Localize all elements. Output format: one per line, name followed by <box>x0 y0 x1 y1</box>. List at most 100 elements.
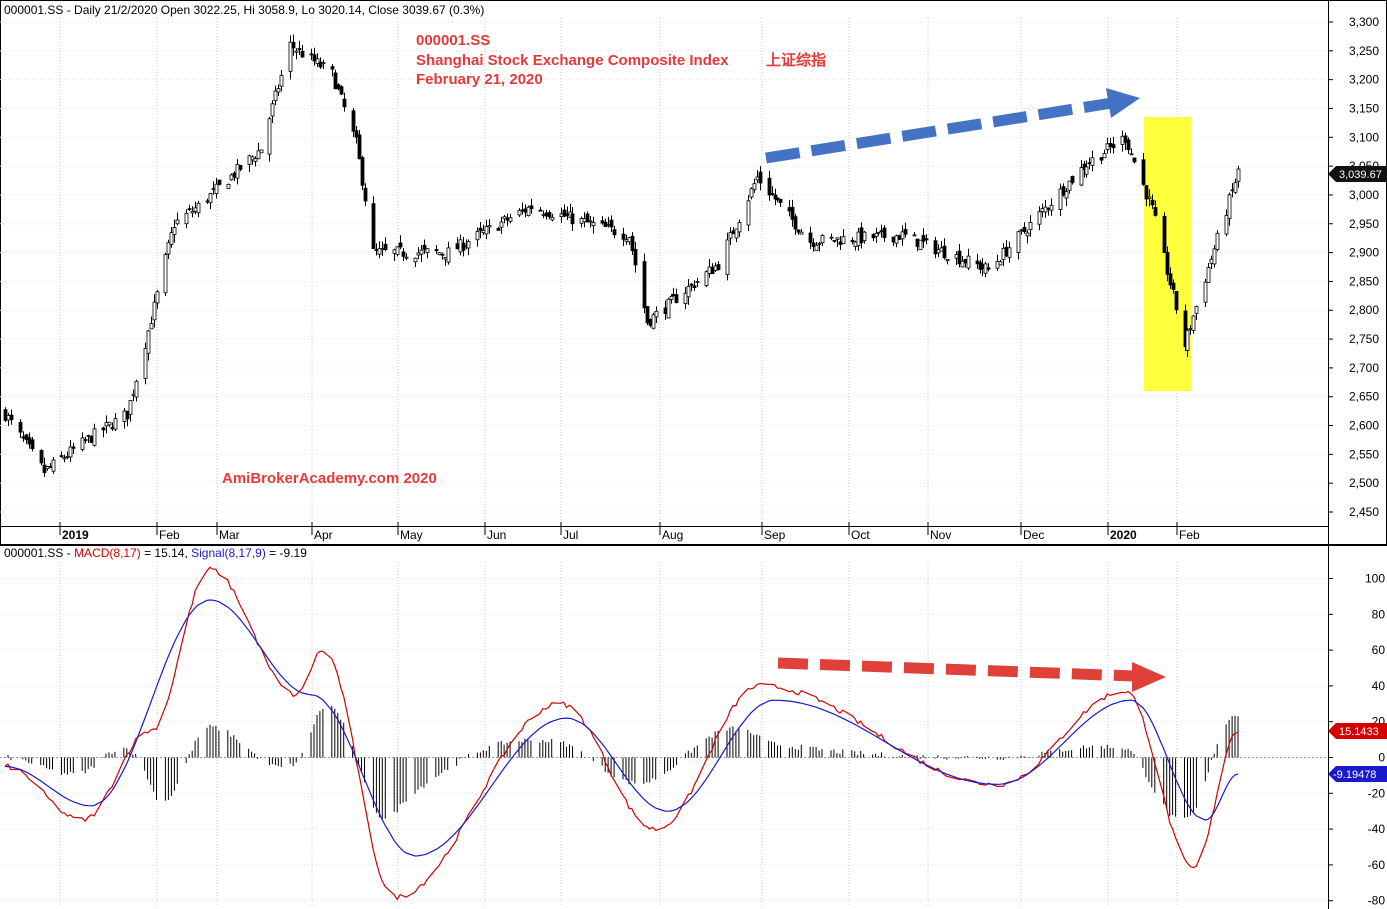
candle <box>508 213 513 224</box>
candle <box>894 234 899 248</box>
candle <box>1058 183 1063 217</box>
candle <box>876 231 881 236</box>
candle <box>900 225 905 246</box>
candle <box>609 215 614 232</box>
candle <box>671 287 676 297</box>
candle <box>770 186 775 196</box>
candle <box>499 216 504 235</box>
candle <box>398 235 403 250</box>
candle <box>1147 189 1152 207</box>
price-tick-label: 2,750 <box>1349 332 1379 346</box>
candle <box>149 316 154 330</box>
candle <box>505 213 510 227</box>
candle <box>1105 137 1110 154</box>
candle <box>401 248 406 261</box>
candle <box>437 252 442 256</box>
candle <box>1102 149 1107 159</box>
candle <box>71 442 76 454</box>
candle <box>820 234 825 247</box>
signal-value-badge: -9.19478 <box>1328 766 1387 782</box>
candle <box>291 34 296 56</box>
candle <box>297 40 302 55</box>
candle <box>27 432 32 449</box>
candle <box>891 236 896 247</box>
candle <box>1165 246 1170 282</box>
last-price-badge: 3,039.67 <box>1328 166 1387 182</box>
candle <box>654 306 659 323</box>
candle <box>612 226 617 239</box>
candle <box>755 170 760 184</box>
macd-title-signal-value: = -9.19 <box>266 546 307 560</box>
candle <box>725 232 730 281</box>
candle <box>799 229 804 235</box>
candle <box>1141 153 1146 187</box>
candle <box>1040 203 1045 218</box>
price-tick-label: 2,550 <box>1349 447 1379 461</box>
candle <box>357 130 362 160</box>
candle <box>621 227 626 247</box>
candle <box>1212 245 1217 268</box>
candle <box>1215 230 1220 252</box>
candle <box>232 171 237 181</box>
macd-title-macd: MACD(8,17) <box>74 546 141 560</box>
candle <box>663 300 668 320</box>
candle <box>443 256 448 266</box>
candle <box>856 227 861 251</box>
candle <box>683 287 688 310</box>
candle <box>778 198 783 207</box>
candle <box>169 226 174 248</box>
macd-title-ticker: 000001.SS - <box>4 546 74 560</box>
candle <box>1067 180 1072 194</box>
month-label: Nov <box>930 528 951 542</box>
month-label: Sep <box>764 528 786 542</box>
candle <box>692 280 697 292</box>
candle <box>1129 148 1134 156</box>
macd-value-label: 15.1433 <box>1339 726 1379 738</box>
candle <box>235 159 240 185</box>
candle <box>954 251 959 266</box>
candle <box>143 342 148 385</box>
candle <box>817 241 822 252</box>
candle <box>716 261 721 271</box>
candle <box>59 451 64 458</box>
candle <box>434 245 439 254</box>
candle <box>850 237 855 245</box>
candle <box>966 248 971 270</box>
candle <box>371 196 376 250</box>
candle <box>746 195 751 232</box>
candle <box>68 440 73 463</box>
price-tick-label: 3,150 <box>1349 101 1379 115</box>
candle <box>829 233 834 241</box>
candle <box>737 219 742 238</box>
month-label: May <box>400 528 423 542</box>
candle <box>330 64 335 77</box>
candle <box>416 247 421 260</box>
candle <box>689 282 694 292</box>
candle <box>247 154 252 172</box>
candle <box>838 236 843 250</box>
candle <box>882 225 887 242</box>
candle <box>666 297 671 319</box>
candle <box>523 204 528 218</box>
candle <box>734 228 739 243</box>
candle <box>425 248 430 259</box>
candle <box>65 451 70 460</box>
price-tick-label: 2,800 <box>1349 303 1379 317</box>
candle <box>1233 178 1238 195</box>
candle <box>89 435 94 444</box>
candle <box>1171 279 1176 294</box>
candle <box>835 237 840 247</box>
candle <box>238 164 243 172</box>
candle <box>633 242 638 273</box>
annotation-index-name: Shanghai Stock Exchange Composite Index <box>416 52 729 69</box>
candle <box>383 237 388 252</box>
candle <box>455 237 460 250</box>
annotation-date: February 21, 2020 <box>416 71 543 88</box>
candle <box>570 206 575 231</box>
candle <box>752 178 757 193</box>
candle <box>1227 192 1232 226</box>
candle <box>333 69 338 90</box>
candle <box>674 288 679 304</box>
candle <box>980 257 985 277</box>
candle <box>413 257 418 267</box>
